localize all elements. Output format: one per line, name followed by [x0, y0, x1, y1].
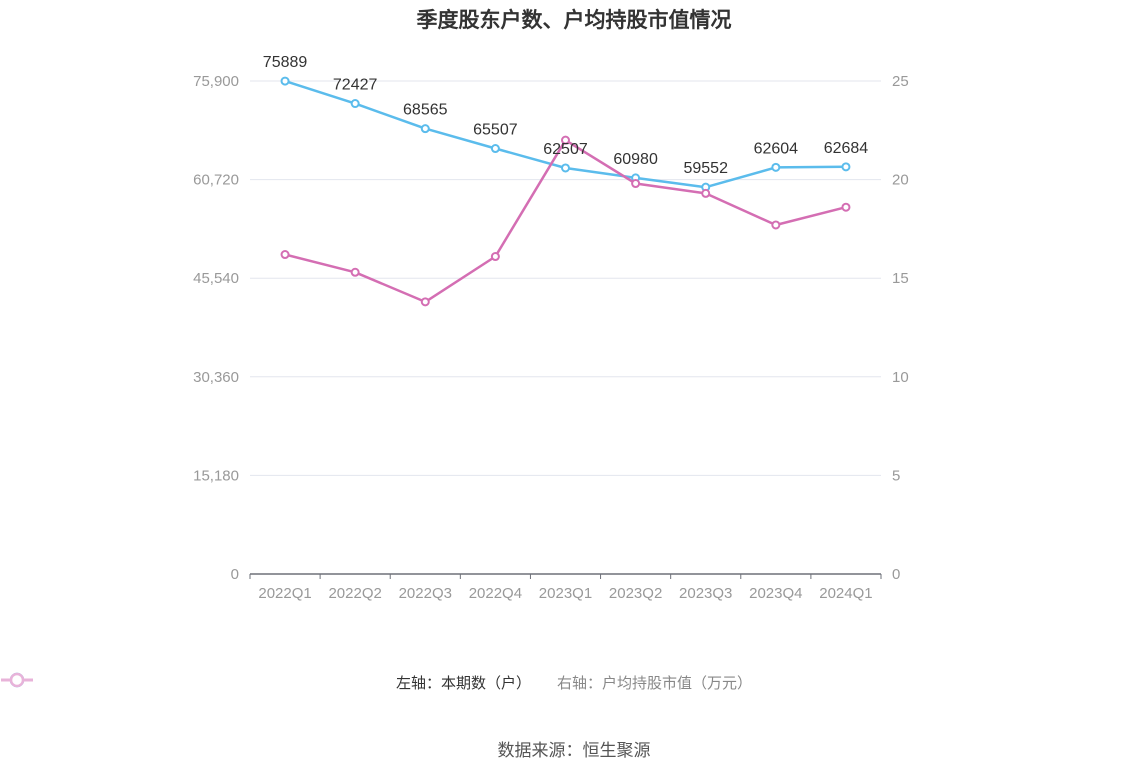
legend: 左轴：本期数（户） 右轴：户均持股市值（万元） — [0, 672, 1148, 693]
x-tick-label: 2023Q1 — [539, 585, 592, 602]
x-tick-label: 2023Q4 — [749, 585, 802, 602]
x-tick-label: 2023Q3 — [679, 585, 732, 602]
data-source: 数据来源：恒生聚源 — [497, 741, 651, 761]
data-point-right — [841, 202, 851, 212]
legend-item-right[interactable]: 右轴：户均持股市值（万元） — [1, 672, 753, 693]
data-point-right — [420, 297, 430, 307]
data-point-right — [561, 135, 570, 145]
data-labels: 75889 72427 68565 65507 62507 60980 59552 62604… — [263, 54, 868, 177]
data-point-right — [350, 267, 360, 277]
line-chart: 015,18030,36045,54060,72075,900051015202… — [193, 54, 909, 602]
y-left-tick-label: 60,720 — [193, 172, 239, 189]
x-tick-label: 2022Q3 — [399, 585, 452, 602]
legend-label-left: 左轴：本期数（户） — [395, 674, 531, 692]
data-label: 75889 — [263, 54, 308, 71]
x-tick-label: 2024Q1 — [819, 585, 872, 602]
data-label: 68565 — [403, 102, 448, 119]
y-left-tick-label: 0 — [231, 566, 239, 583]
data-point-right — [490, 252, 500, 262]
data-point-right — [771, 220, 781, 230]
y-right-tick-label: 25 — [892, 73, 909, 90]
y-right-tick-label: 10 — [892, 369, 909, 386]
circle-line-icon — [1, 672, 33, 688]
grid-lines — [250, 80, 881, 476]
data-label: 72427 — [333, 77, 378, 94]
legend-label-right: 右轴：户均持股市值（万元） — [557, 674, 753, 692]
data-label: 62684 — [824, 140, 869, 157]
data-point-left — [350, 99, 360, 109]
data-point-left — [420, 124, 430, 134]
y-left-tick-label: 15,180 — [193, 467, 239, 484]
data-point-left — [280, 76, 290, 86]
data-point-left — [490, 144, 500, 154]
data-point-right — [701, 188, 711, 198]
y-right-tick-label: 0 — [892, 566, 900, 583]
axes: 015,18030,36045,54060,72075,900051015202… — [193, 73, 909, 602]
y-left-tick-label: 75,900 — [193, 73, 239, 90]
data-point-left — [771, 162, 781, 172]
data-label: 59552 — [683, 160, 728, 177]
data-point-left — [841, 162, 851, 172]
x-tick-label: 2022Q4 — [469, 585, 522, 602]
y-right-tick-label: 20 — [892, 172, 909, 189]
data-label: 65507 — [473, 122, 518, 139]
y-right-tick-label: 5 — [892, 467, 900, 484]
legend-item-left[interactable]: 左轴：本期数（户） — [1, 672, 531, 693]
y-left-tick-label: 45,540 — [193, 270, 239, 287]
y-left-tick-label: 30,360 — [193, 369, 239, 386]
chart-title: 季度股东户数、户均持股市值情况 — [416, 8, 732, 32]
data-label: 60980 — [613, 151, 658, 168]
data-point-right — [280, 250, 290, 260]
y-right-tick-label: 15 — [892, 270, 909, 287]
x-tick-label: 2023Q2 — [609, 585, 662, 602]
x-tick-label: 2022Q1 — [258, 585, 311, 602]
data-label: 62507 — [543, 141, 588, 158]
data-label: 62604 — [754, 140, 799, 157]
data-point-left — [561, 163, 570, 173]
data-point-right — [631, 179, 641, 189]
series — [280, 76, 851, 307]
x-tick-label: 2022Q2 — [328, 585, 381, 602]
